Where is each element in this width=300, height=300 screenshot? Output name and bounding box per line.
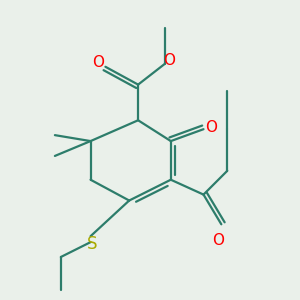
Text: O: O <box>163 53 175 68</box>
Text: O: O <box>92 55 104 70</box>
Text: S: S <box>87 235 97 253</box>
Text: O: O <box>205 120 217 135</box>
Text: O: O <box>212 233 224 248</box>
